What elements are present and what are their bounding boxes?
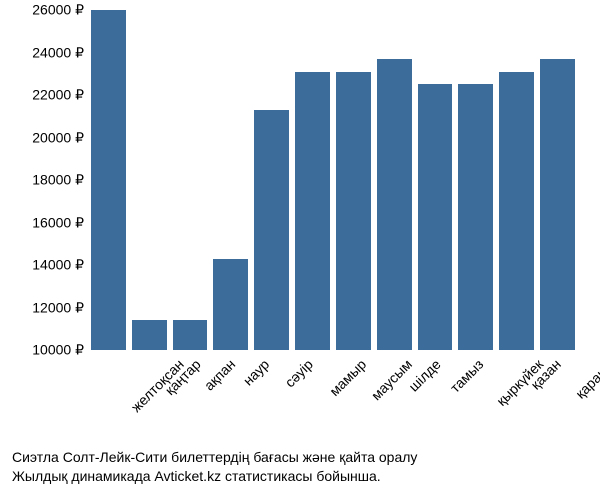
x-tick-label: мамыр <box>292 352 333 452</box>
y-tick-label: 12000 ₽ <box>32 299 84 316</box>
bar <box>173 320 208 350</box>
bars-group <box>88 10 578 350</box>
x-labels-group: желтоқсанқаңтарақпаннаурсәуірмамырмаусым… <box>88 352 578 452</box>
x-axis: желтоқсанқаңтарақпаннаурсәуірмамырмаусым… <box>88 352 578 452</box>
x-tick-label: қазан <box>496 352 537 452</box>
x-tick-label: қаңтар <box>129 352 170 452</box>
bar <box>132 320 167 350</box>
price-chart: 10000 ₽ 12000 ₽ 14000 ₽ 16000 ₽ 18000 ₽ 20000… <box>0 0 600 500</box>
bar <box>540 59 575 350</box>
caption-line-1: Сиэтла Солт-Лейк-Сити билеттердің бағасы… <box>12 448 592 467</box>
bar <box>254 110 289 350</box>
y-tick-label: 10000 ₽ <box>32 342 84 359</box>
x-tick-label: ақпан <box>170 352 211 452</box>
y-tick-label: 26000 ₽ <box>32 2 84 19</box>
caption-line-2: Жылдық динамикада Avticket.kz статистика… <box>12 467 592 486</box>
y-tick-label: 16000 ₽ <box>32 214 84 231</box>
bar <box>418 84 453 350</box>
y-tick-label: 24000 ₽ <box>32 44 84 61</box>
bar <box>213 259 248 350</box>
y-tick-label: 22000 ₽ <box>32 87 84 104</box>
bar <box>336 72 371 350</box>
x-tick-label: маусым <box>333 352 374 452</box>
y-tick-label: 14000 ₽ <box>32 257 84 274</box>
x-tick-label: қыркүйек <box>455 352 496 452</box>
plot-area <box>88 10 578 350</box>
x-tick-label: наур <box>210 352 251 452</box>
bar <box>499 72 534 350</box>
y-tick-label: 18000 ₽ <box>32 172 84 189</box>
x-tick-label: тамыз <box>415 352 456 452</box>
bar <box>295 72 330 350</box>
bar <box>458 84 493 350</box>
x-tick-label: қараша <box>537 352 578 452</box>
bar <box>91 10 126 350</box>
bar <box>377 59 412 350</box>
chart-caption: Сиэтла Солт-Лейк-Сити билеттердің бағасы… <box>12 448 592 486</box>
x-tick-label: желтоқсан <box>88 352 129 452</box>
x-tick-label: сәуір <box>251 352 292 452</box>
y-tick-label: 20000 ₽ <box>32 129 84 146</box>
x-tick-label: шілде <box>374 352 415 452</box>
y-axis: 10000 ₽12000 ₽14000 ₽16000 ₽18000 ₽20000… <box>0 10 84 350</box>
